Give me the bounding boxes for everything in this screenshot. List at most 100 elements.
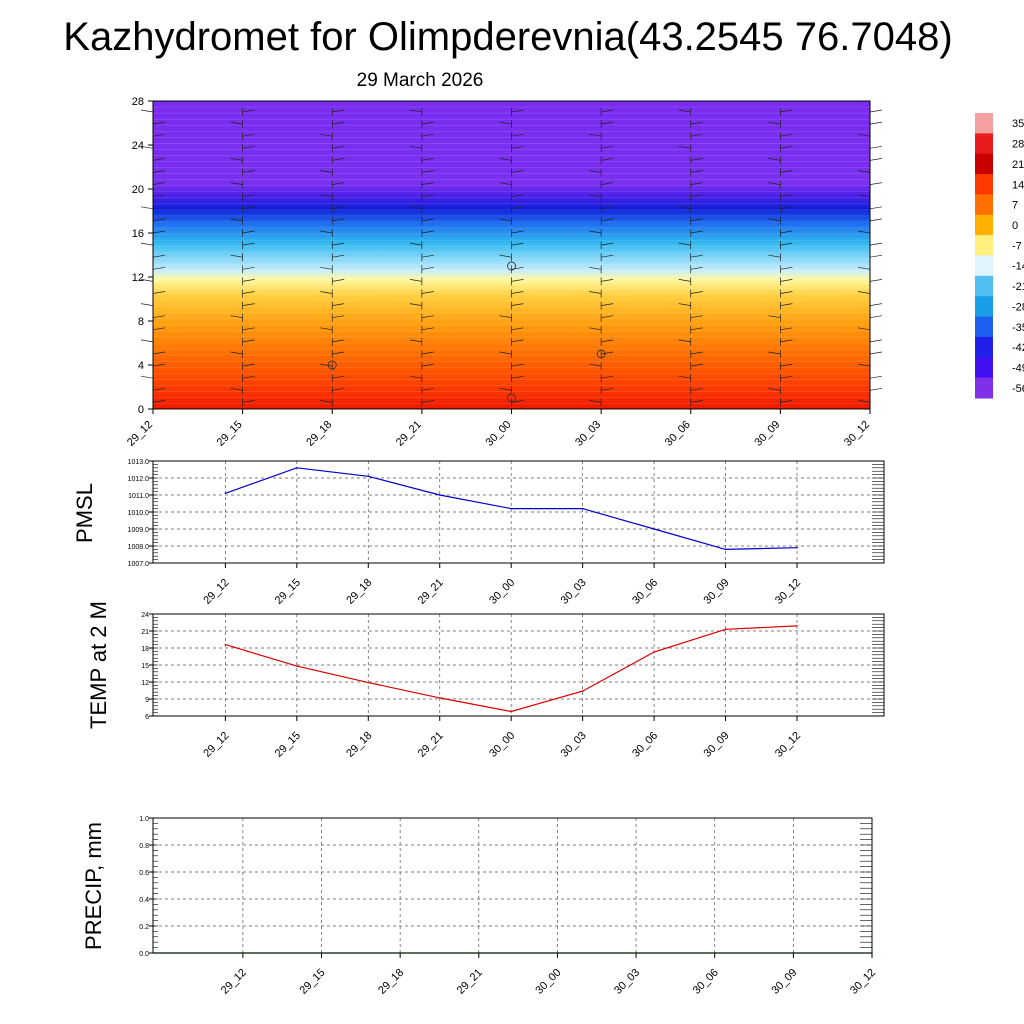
wind-barb [768,158,781,161]
wind-barb [242,206,255,210]
data-point [367,681,370,684]
wind-barb [409,279,422,282]
wind-barb [140,279,154,282]
data-point [581,507,584,510]
wind-barb [589,363,602,367]
data-point [367,475,370,478]
x-tick-label: 30_00 [484,419,514,449]
x-tick-label: 29_12 [201,577,231,607]
wind-barb [780,230,793,234]
wind-barb [601,303,614,306]
y-tick-label: 16 [132,228,144,240]
wind-barb [499,351,512,355]
calm-marker [327,360,337,370]
data-point [724,548,727,551]
wind-barb [332,158,345,161]
wind-barb [857,194,871,198]
data-point [724,628,727,631]
wind-barb [690,351,703,355]
wind-barb [511,291,524,294]
wind-barb [332,242,345,246]
y-tick-label: 24 [141,612,149,619]
y-tick-label: 1010.0 [128,510,150,517]
wind-barb [511,400,524,403]
data-point [438,494,441,496]
wind-barb [152,230,166,234]
colorbar-label: -14 [1012,261,1024,273]
wind-barb [768,351,781,355]
wind-barb [421,291,434,294]
pmsl-panel: PMSL 1007.0 1008.0 1009.0 1010.0 1011.0 1012.… [72,459,885,607]
x-tick-label: 29_12 [219,967,249,997]
wind-barb [601,242,614,246]
x-tick-label: 29_15 [298,967,328,997]
wind-barb [242,145,255,149]
precip-axis-label: PRECIP, mm [81,822,106,950]
wind-barb [768,387,781,391]
cross-section-x-axis: 29_12 29_15 29_18 29_21 30_00 30_03 30_06 30_09… [125,409,872,449]
wind-barb [690,133,703,137]
wind-barb [332,145,345,149]
wind-barb [768,182,781,185]
wind-barb [601,339,614,343]
data-point [796,625,798,627]
wind-barb [869,182,883,185]
wind-barb [678,279,691,282]
wind-barb [320,133,333,137]
wind-barb [678,206,691,210]
wind-barb [857,291,871,294]
wind-barb [242,194,255,198]
wind-barb [140,339,154,343]
wind-barb [780,339,793,343]
precip-panel: PRECIP, mm 0.0 0.2 0.4 0.6 0.8 1.0 29_12 29_15 2… [81,816,878,997]
wind-barb [152,387,166,391]
y-tick-label: 1011.0 [128,493,149,500]
colorbar-label: 21 [1012,159,1024,171]
wind-barb [242,375,255,379]
wind-barb [780,400,793,403]
wind-barb [499,121,512,125]
wind-barb [421,254,434,258]
wind-barb [152,400,166,403]
y-tick-label: 1007.0 [128,561,150,568]
cross-section-y-axis: 0 4 8 12 16 20 24 28 [132,96,153,416]
wind-barb [152,194,166,198]
wind-barb [332,206,345,210]
wind-barb [869,279,883,282]
wind-barb [780,206,793,210]
wind-barb [690,121,703,125]
wind-barb [421,230,434,234]
wind-barb [869,145,883,149]
wind-barb [780,279,793,282]
wind-barb [511,327,524,331]
x-tick-label: 30_03 [559,730,589,760]
x-tick-label: 29_15 [273,730,303,760]
wind-barb [601,351,614,355]
y-tick-label: 12 [132,272,144,284]
wind-barb [589,230,602,234]
wind-barb [589,327,602,331]
y-tick-label: 1008.0 [128,544,150,551]
wind-barb [421,182,434,185]
wind-barb [421,315,434,319]
wind-barb [152,133,166,137]
y-tick-label: 6 [145,714,149,721]
x-tick-label: 30_12 [773,577,803,607]
wind-barb [589,400,602,403]
wind-barb [332,339,345,343]
x-tick-label: 30_00 [487,730,517,760]
colorbar-swatch [975,275,993,297]
wind-barb [690,170,703,173]
y-tick-label: 28 [132,96,144,108]
wind-barb [140,303,154,306]
wind-barb [320,230,333,234]
colorbar-label: 14 [1012,179,1024,191]
wind-barb [869,351,883,355]
x-tick-label: 30_03 [559,577,589,607]
wind-barb [242,279,255,282]
wind-barb [421,387,434,391]
y-tick-label: 0.6 [139,870,149,877]
wind-barb [601,109,614,113]
data-point [510,507,512,510]
data-point [296,665,298,667]
